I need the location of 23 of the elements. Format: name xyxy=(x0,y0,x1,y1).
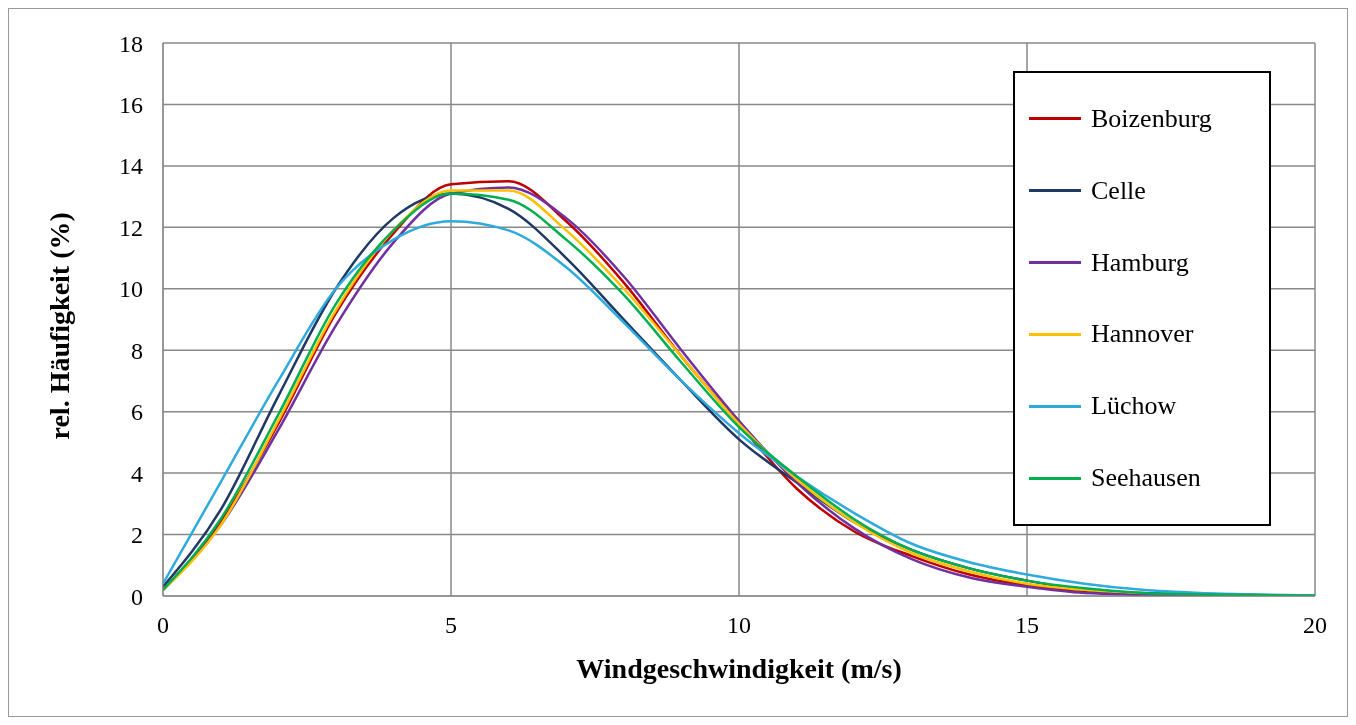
y-tick-label: 2 xyxy=(131,522,143,549)
legend-label: Hannover xyxy=(1091,319,1194,350)
y-tick-label: 10 xyxy=(119,276,143,303)
y-tick-label: 6 xyxy=(131,399,143,426)
y-tick-label: 8 xyxy=(131,337,143,364)
y-axis-title: rel. Häufigkeit (%) xyxy=(43,212,75,440)
legend-label: Boizenburg xyxy=(1091,103,1212,134)
legend-label: Lüchow xyxy=(1091,391,1177,422)
y-tick-label: 4 xyxy=(131,460,143,487)
y-tick-label: 16 xyxy=(119,91,143,118)
y-tick-label: 0 xyxy=(131,583,143,610)
legend-label: Seehausen xyxy=(1091,463,1201,494)
x-tick-label: 20 xyxy=(1303,612,1327,639)
legend-label: Celle xyxy=(1091,175,1146,206)
y-tick-label: 18 xyxy=(119,30,143,57)
x-tick-label: 10 xyxy=(727,612,751,639)
x-tick-label: 15 xyxy=(1015,612,1039,639)
x-tick-label: 0 xyxy=(157,612,169,639)
y-tick-label: 14 xyxy=(119,153,143,180)
x-axis-title: Windgeschwindigkeit (m/s) xyxy=(576,653,902,684)
y-tick-label: 12 xyxy=(119,214,143,241)
x-tick-label: 5 xyxy=(445,612,457,639)
legend-label: Hamburg xyxy=(1091,247,1189,278)
